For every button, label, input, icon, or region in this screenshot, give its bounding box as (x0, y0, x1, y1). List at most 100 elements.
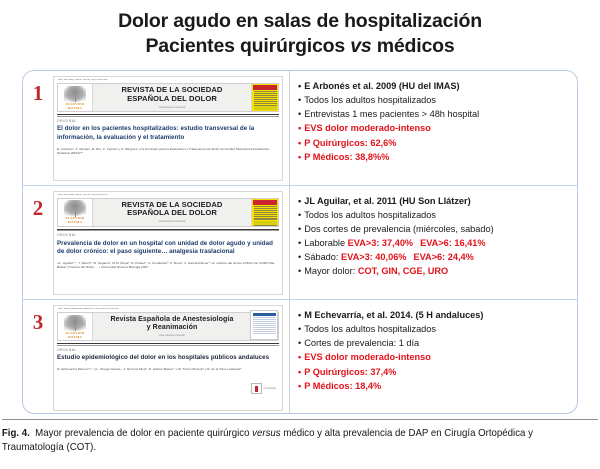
figure-slide: Dolor agudo en salas de hospitalización … (0, 0, 600, 453)
bullet-dot-icon: • (298, 223, 302, 234)
bullet-text: Entrevistas 1 mes pacientes > 48h hospit… (304, 109, 480, 120)
bullet-label: Laborable (304, 237, 348, 248)
publisher-name: ELSEVIER DOYMA (65, 216, 85, 225)
article-citation: Rev Esp Anestesiol Reanim. 2014;61(5):54… (58, 308, 119, 310)
bullet-value-red: EVA>3: 37,40% (347, 237, 414, 248)
journal-title-area: REVISTA DE LA SOCIEDAD ESPAÑOLA DEL DOLOR… (93, 199, 251, 226)
bullet-text: P Quirúrgicos: 37,4% (304, 366, 397, 377)
article-page-thumbnail (250, 310, 278, 340)
caption-divider (2, 419, 598, 420)
bullet-item: • Mayor dolor: COT, GIN, CGE, URO (298, 264, 573, 278)
tree-icon (64, 200, 86, 218)
study-row: 2 Rev Soc Esp Dolor. 2009;78(8):204-214 EL… (23, 185, 577, 300)
caption-text-before: Mayor prevalencia de dolor en paciente q… (29, 428, 253, 439)
elsevier-logo: ELSEVIER DOYMA (58, 313, 93, 341)
journal-cover-thumbnail (251, 198, 278, 226)
bullet-dot-icon: • (298, 151, 302, 162)
bullet-dot-icon: • (298, 352, 302, 363)
study-bullets: • E Arbonés et al. 2009 (HU del IMAS) • Tod… (289, 71, 577, 185)
bullet-text: P Quirúrgicos: 62,6% (304, 137, 397, 148)
study-index-3: 3 (23, 300, 53, 413)
caption-text-after: médico y alta prevalencia de DAP en Ciru… (1, 428, 536, 454)
elsevier-logo: ELSEVIER DOYMA (58, 84, 93, 112)
bullet-text: Laborable EVA>3: 37,40% EVA>6: 16,41% (304, 236, 485, 250)
article-authors: J.L. Aguilar*,*, Y. March*, M. Segarra*,… (57, 261, 276, 270)
study-index-number: 3 (32, 310, 44, 334)
title-line-1: Dolor agudo en salas de hospitalización (118, 10, 482, 32)
journal-masthead: ELSEVIER DOYMA REVISTA DE LA SOCIEDAD ESPAÑ… (57, 83, 279, 113)
bullet-text: P Médicos: 18,4% (304, 380, 382, 391)
bullet-dot-icon: • (298, 137, 302, 148)
tree-icon (64, 314, 86, 332)
bullet-dot-icon: • (298, 81, 302, 91)
journal-title-line-1: Revista Española de Anestesiología (110, 316, 234, 324)
study-row: 1 Rev Soc Esp Dolor. 2009;79(8):314-322 EL… (23, 71, 577, 186)
crossmark-badge: CrossMark (250, 383, 276, 394)
study-bullets: • M Echevarría, et al. 2014. (5 H andaluc… (289, 300, 577, 413)
bullet-text: Todos los adultos hospitalizados (304, 209, 436, 220)
bullet-dot-icon: • (298, 310, 302, 320)
studies-panel: 1 Rev Soc Esp Dolor. 2009;79(8):314-322 EL… (22, 70, 578, 414)
journal-title-line-2: ESPAÑOLA DEL DOLOR (127, 93, 217, 103)
bullet-value-red: EVA>3: 40,06% (341, 252, 407, 262)
publisher-name: ELSEVIER DOYMA (65, 330, 85, 339)
bullet-dot-icon: • (298, 338, 302, 349)
bullet-text: Todos los adultos hospitalizados (304, 95, 436, 106)
bullet-item: • M Echevarría, et al. 2014. (5 H andaluc… (298, 308, 573, 322)
bullet-dot-icon: • (298, 237, 302, 248)
bullet-item: • Entrevistas 1 mes pacientes > 48h hospi… (298, 107, 573, 121)
journal-title-line-2: y Reanimación (146, 323, 198, 331)
article-section-label: ORIGINAL (57, 233, 77, 238)
tree-icon (64, 85, 86, 103)
bullet-item: • EVS dolor moderado-intenso (298, 350, 573, 364)
journal-title-line-2: ESPAÑOLA DEL DOLOR (127, 208, 217, 218)
bullet-item: • Cortes de prevalencia: 1 día (298, 336, 573, 350)
journal-title-area: REVISTA DE LA SOCIEDAD ESPAÑOLA DEL DOLOR… (93, 84, 251, 111)
bullet-dot-icon: • (298, 195, 302, 206)
bullet-item: • P Quirúrgicos: 37,4% (298, 365, 573, 379)
bullet-value-red: EVA>6: 24,4% (413, 252, 474, 262)
bullet-text: EVS dolor moderado-intenso (304, 352, 431, 363)
bullet-value-red: COT, GIN, CGE, URO (357, 266, 449, 277)
bullet-value-red: EVA>6: 16,41% (420, 237, 486, 248)
article-citation: Rev Soc Esp Dolor. 2009;78(8):204-214 (58, 193, 108, 196)
journal-url: www.elsevier.es/redar (158, 334, 186, 338)
journal-title-area: Revista Española de Anestesiología y Rean… (93, 313, 251, 340)
title-vs-italic: vs (350, 34, 372, 57)
study-index-number: 2 (32, 195, 44, 220)
bullet-dot-icon: • (298, 266, 302, 277)
study-index-1: 1 (23, 71, 53, 185)
article-thumbnail: Rev Soc Esp Dolor. 2009;78(8):204-214 ELS… (53, 186, 289, 300)
bullet-dot-icon: • (298, 95, 302, 106)
article-section-label: ORIGINAL (57, 347, 77, 352)
bullet-text: EVS dolor moderado-intenso (304, 123, 431, 134)
bullet-text: Mayor dolor: COT, GIN, CGE, URO (304, 264, 448, 278)
figure-caption-block: Fig. 4. Mayor prevalencia de dolor en pa… (0, 419, 600, 469)
elsevier-logo: ELSEVIER DOYMA (58, 198, 93, 226)
crossmark-icon (250, 383, 262, 394)
journal-url: www.elsevier.es/resed (158, 220, 186, 224)
bullet-text: Sábado: EVA>3: 40,06% EVA>6: 24,4% (304, 250, 474, 264)
article-thumbnail: Rev Esp Anestesiol Reanim. 2014;61(5):54… (53, 300, 289, 413)
bullet-text: M Echevarría, et al. 2014. (5 H andaluce… (304, 310, 484, 320)
bullet-text: E Arbonés et al. 2009 (HU del IMAS) (304, 81, 460, 91)
caption-label: Fig. 4. (1, 428, 30, 439)
title-line-2-before: Pacientes quirúrgicos (145, 34, 351, 57)
article-section-label: ORIGINAL (57, 118, 77, 123)
bullet-text: P Médicos: 38,8%% (304, 151, 390, 162)
study-bullets: • JL Aguilar, et al. 2011 (HU Son Llátzer… (289, 185, 577, 299)
bullet-dot-icon: • (298, 380, 302, 391)
bullet-item: • Todos los adultos hospitalizados (298, 208, 573, 222)
article-thumbnail: Rev Soc Esp Dolor. 2009;79(8):314-322 ELS… (53, 71, 289, 185)
bullet-item: • P Médicos: 18,4% (298, 379, 573, 393)
journal-masthead: ELSEVIER DOYMA REVISTA DE LA SOCIEDAD ESPAÑ… (57, 197, 279, 227)
journal-url: www.elsevier.es/resed (158, 105, 186, 109)
title-line-2-after: médicos (371, 34, 455, 57)
bullet-item: • Todos los adultos hospitalizados (298, 93, 573, 107)
bullet-dot-icon: • (298, 109, 302, 120)
bullet-text: Cortes de prevalencia: 1 día (304, 338, 420, 349)
page-title: Dolor agudo en salas de hospitalización … (0, 0, 600, 58)
article-title: Prevalencia de dolor en un hospital con … (57, 239, 273, 256)
bullet-dot-icon: • (298, 324, 302, 335)
bullet-item: • Dos cortes de prevalencia (miércoles, s… (298, 222, 573, 236)
